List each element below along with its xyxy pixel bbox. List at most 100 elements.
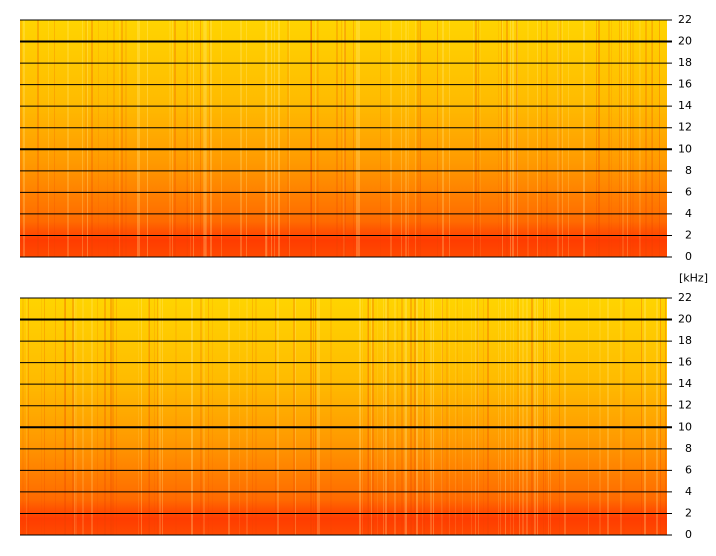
texture-stripe [82,20,83,257]
y-tick-label: 10 [678,142,692,155]
texture-stripe [410,298,412,535]
texture-stripe [502,20,503,257]
texture-stripe [75,298,77,535]
y-tick-label: 8 [685,164,692,177]
texture-stripe [478,20,479,257]
texture-stripe [271,20,272,257]
texture-stripe [442,20,444,257]
texture-stripe [416,298,418,535]
y-tick-label: 20 [678,35,692,48]
texture-stripe [367,298,369,535]
texture-stripe [639,20,640,257]
texture-stripe [358,20,360,257]
texture-stripe [293,298,295,535]
texture-stripe [252,298,253,535]
texture-stripe [473,20,474,257]
texture-stripe [478,298,479,535]
texture-stripe [665,298,666,535]
texture-stripe [623,298,625,535]
texture-stripe [471,298,472,535]
texture-stripe [221,20,222,257]
texture-stripe [313,298,314,535]
texture-stripe [506,20,508,257]
texture-stripe [408,20,409,257]
texture-stripe [44,298,45,535]
texture-stripe [430,298,432,535]
texture-stripe [457,298,458,535]
texture-stripe [558,20,559,257]
texture-stripe [517,298,519,535]
texture-stripe [317,20,318,257]
texture-stripe [641,298,642,535]
texture-stripe [652,20,653,257]
texture-stripe [203,20,205,257]
texture-stripe [531,298,533,535]
texture-stripe [441,298,443,535]
texture-stripe [645,20,647,257]
texture-stripe [619,20,620,257]
texture-stripe [141,298,142,535]
texture-stripe [246,298,248,535]
texture-stripe [175,298,177,535]
texture-stripe [137,20,139,257]
texture-stripe [390,20,392,257]
texture-stripe [278,20,280,257]
texture-stripe [344,20,346,257]
texture-stripe [67,20,69,257]
texture-stripe [23,20,25,257]
texture-stripe [644,298,646,535]
y-tick-label: 8 [685,442,692,455]
texture-stripe [266,20,268,257]
texture-stripe [422,298,423,535]
texture-stripe [112,298,114,535]
texture-stripe [519,298,520,535]
y-tick-label: 18 [678,56,692,69]
texture-stripe [138,298,139,535]
texture-stripe [193,20,194,257]
texture-stripe [424,298,425,535]
texture-stripe [543,298,544,535]
texture-stripe [159,298,161,535]
texture-stripe [394,298,396,535]
texture-stripe [341,20,342,257]
y-tick-label: 12 [678,399,692,412]
texture-stripe [274,20,275,257]
texture-stripe [20,20,22,257]
texture-stripe [611,20,612,257]
texture-stripe [405,298,407,535]
texture-stripe [534,298,536,535]
texture-stripe [91,298,93,535]
texture-stripe [483,298,484,535]
y-tick-label: 6 [685,185,692,198]
texture-stripe [377,298,378,535]
texture-stripe [315,298,316,535]
texture-stripe [343,20,345,257]
texture-stripe [537,20,538,257]
texture-stripe [599,298,601,535]
texture-stripe [336,20,338,257]
texture-stripe [97,298,98,535]
texture-stripe [651,20,652,257]
texture-stripe [632,20,634,257]
texture-stripe [401,298,403,535]
texture-stripe [246,20,247,257]
texture-stripe [583,20,585,257]
y-tick-label: 22 [678,13,692,26]
texture-stripe [125,20,127,257]
texture-stripe [295,298,296,535]
texture-stripe [265,20,267,257]
texture-stripe [550,298,551,535]
texture-stripe [275,298,276,535]
texture-stripe [501,20,502,257]
texture-stripe [359,298,361,535]
texture-stripe [498,20,499,257]
texture-stripe [318,20,319,257]
y-tick-label: 16 [678,78,692,91]
texture-stripe [186,20,187,257]
texture-stripe [522,298,524,535]
texture-stripe [311,20,312,257]
texture-stripe [380,20,381,257]
texture-stripe [417,20,419,257]
texture-stripe [239,298,240,535]
texture-stripe [37,20,39,257]
